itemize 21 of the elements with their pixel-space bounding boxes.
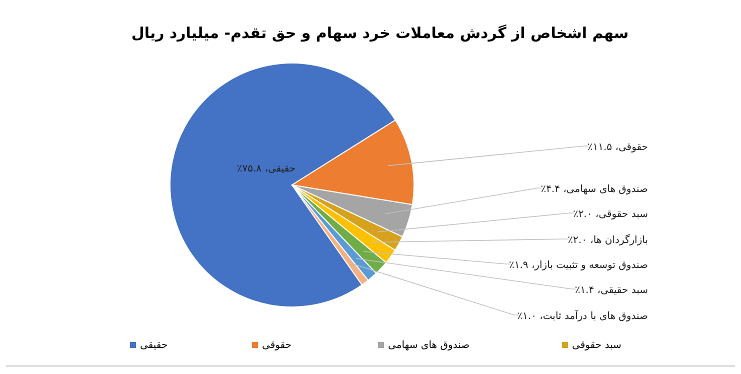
data-label: ، ۱.۹٪ <box>508 260 535 271</box>
legend-label: حقیقی <box>140 340 168 351</box>
legend-label: حقوقی <box>262 340 292 351</box>
slice-label: صندوق توسعه و تثبیت بازار <box>534 260 648 271</box>
legend-label: صندوق های سهامی <box>388 340 470 351</box>
data-label: ، ۱.۴٪ <box>574 285 601 296</box>
chart-title: سهم اشخاص از گردش معاملات خرد سهام و حق تقدم- میلیارد ریال <box>131 24 629 42</box>
data-label: ، ۲.۰٪ <box>572 209 599 220</box>
slice-label: سبد حقوقی <box>598 209 648 220</box>
data-label: ، ۱۱.۵٪ <box>587 142 618 153</box>
data-label: ، ۷۵.۸٪ <box>236 164 268 175</box>
slice-label: حقیقی <box>268 164 296 175</box>
slice-label: حقوقی <box>618 142 648 153</box>
data-label: ، ۱.۰٪ <box>517 311 543 322</box>
data-label: ، ۴.۴٪ <box>540 184 566 195</box>
slice-label: صندوق های با درآمد ثابت <box>542 309 648 322</box>
slice-label: بازارگردان ها <box>593 234 648 246</box>
data-label: ، ۲.۰٪ <box>568 235 594 246</box>
legend-label: سبد حقوقی <box>572 340 622 351</box>
slice-label: سبد حقیقی <box>600 285 648 296</box>
slice-label: صندوق های سهامی <box>566 184 648 195</box>
